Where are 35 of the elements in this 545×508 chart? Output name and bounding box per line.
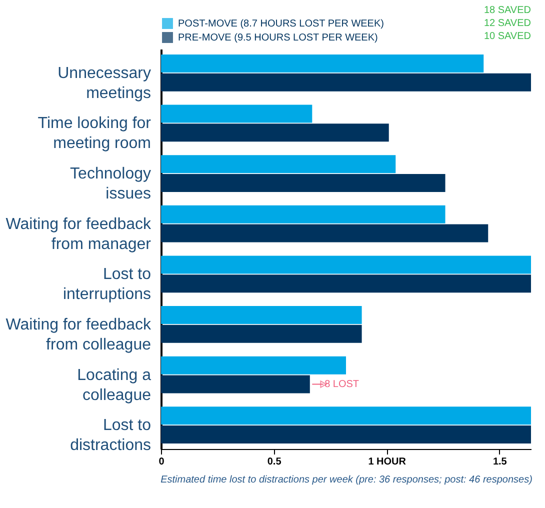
x-axis-title: Estimated time lost to distractions per week (pre: 36 responses; post: 46 responses) [160,474,532,486]
bar [161,224,488,242]
annotation: 8 LOST [324,379,360,390]
bar [161,73,531,92]
bar [161,426,531,444]
bar [161,155,396,174]
x-tick-label: 0 [158,456,165,468]
y-tick-label: Technology issues [70,166,151,203]
legend-label: POST-MOVE (8.7 HOURS LOST PER WEEK) [178,18,384,30]
bar [161,324,362,343]
y-tick-label: Time looking for meeting room [38,115,152,152]
y-tick-label: Unnecessary meetings [58,64,151,102]
x-tick-label: 1.5 [492,456,508,468]
bar [161,54,484,72]
y-tick-label: Lost to interruptions [62,266,152,304]
text: 10 SAVED [484,31,531,42]
bar [161,174,446,192]
bar [161,406,531,425]
bar [161,104,312,123]
bar [161,356,346,374]
bar [161,205,446,224]
bar [161,274,531,293]
y-tick-label: Locating a colleague [77,366,152,404]
bar [161,256,531,274]
bar [161,124,389,142]
legend-label: PRE-MOVE (9.5 HOURS LOST PER WEEK) [178,32,378,44]
y-tick-label: Waiting for feedback from colleague [6,316,152,354]
y-tick-label: Waiting for feedback from manager [6,216,152,253]
x-tick-label: 0.5 [267,456,282,468]
text: 12 SAVED [484,18,531,29]
text: 18 SAVED [484,5,531,16]
bar [161,375,310,394]
y-tick-label: Lost to distractions [70,417,152,454]
bar [161,306,362,324]
x-tick-label: 1 HOUR [368,456,407,468]
